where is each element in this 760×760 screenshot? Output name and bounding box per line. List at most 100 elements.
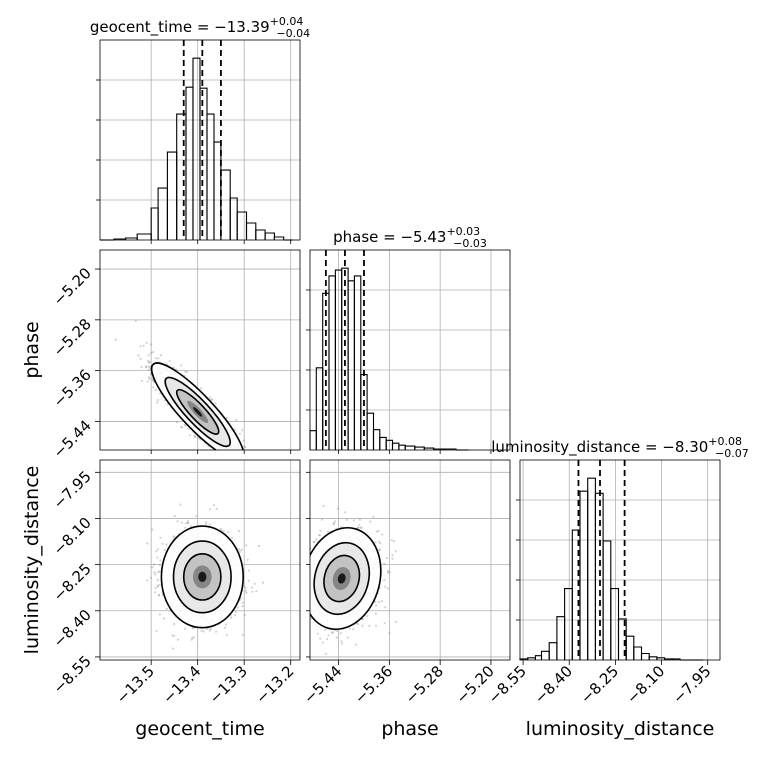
point-geocent_time-phase-360 — [236, 455, 238, 457]
point-phase-luminosity_distance-30 — [348, 627, 352, 630]
ytick-label-phase-1: −5.44 — [50, 417, 95, 462]
hist-bar-geocent_time-12 — [206, 113, 215, 240]
point-phase-luminosity_distance-565 — [330, 631, 333, 634]
xtick-label-geocent_time-3: −13.3 — [206, 662, 251, 707]
point-phase-luminosity_distance-1010 — [375, 604, 378, 607]
point-phase-luminosity_distance-48 — [374, 624, 378, 627]
point-geocent_time-phase-1256 — [180, 364, 183, 367]
point-geocent_time-luminosity_distance-1163 — [190, 525, 193, 528]
hist-luminosity_distance — [519, 477, 704, 661]
point-geocent_time-phase-1196 — [239, 465, 241, 467]
point-geocent_time-luminosity_distance-631 — [165, 543, 168, 546]
point-geocent_time-phase-388 — [154, 357, 158, 360]
hist-bar-phase-1 — [309, 430, 317, 450]
hist-bar-luminosity_distance-10 — [587, 477, 596, 660]
hist-bar-phase-17 — [414, 446, 425, 450]
title-minus-geocent_time: −0.04 — [276, 27, 310, 40]
point-phase-luminosity_distance-124 — [355, 643, 358, 646]
point-geocent_time-luminosity_distance-908 — [200, 629, 203, 632]
point-geocent_time-luminosity_distance-958 — [158, 613, 161, 616]
point-geocent_time-luminosity_distance-440 — [173, 622, 176, 626]
point-phase-luminosity_distance-1290 — [374, 612, 377, 615]
point-phase-luminosity_distance-243 — [322, 504, 325, 507]
point-phase-luminosity_distance-142 — [390, 539, 393, 542]
hist-bar-phase-12 — [379, 436, 387, 450]
point-phase-luminosity_distance-926 — [388, 571, 391, 574]
point-geocent_time-phase-158 — [114, 338, 117, 341]
grid-layer — [100, 40, 720, 660]
point-geocent_time-phase-295 — [215, 451, 217, 453]
point-geocent_time-phase-332 — [157, 357, 160, 360]
point-geocent_time-luminosity_distance-581 — [209, 627, 213, 631]
point-geocent_time-luminosity_distance-1090 — [225, 633, 228, 636]
point-geocent_time-phase-963 — [146, 380, 149, 383]
point-geocent_time-luminosity_distance-709 — [151, 566, 154, 569]
point-geocent_time-phase-794 — [154, 388, 157, 392]
point-geocent_time-phase-303 — [260, 480, 262, 482]
point-phase-luminosity_distance-263 — [331, 631, 334, 634]
panel-geocent_time-luminosity_distance — [146, 503, 265, 660]
hist-bar-luminosity_distance-13 — [610, 588, 620, 660]
point-geocent_time-luminosity_distance-1206 — [183, 627, 187, 630]
point-geocent_time-phase-65 — [168, 360, 171, 363]
point-phase-luminosity_distance-1361 — [357, 526, 360, 529]
point-phase-luminosity_distance-648 — [368, 624, 371, 628]
point-phase-luminosity_distance-426 — [318, 534, 321, 537]
point-geocent_time-phase-1350 — [139, 345, 142, 348]
point-phase-luminosity_distance-483 — [302, 595, 304, 597]
point-phase-luminosity_distance-449 — [307, 582, 309, 584]
point-geocent_time-luminosity_distance-205 — [245, 544, 248, 547]
point-geocent_time-luminosity_distance-1193 — [158, 563, 161, 567]
point-geocent_time-luminosity_distance-546 — [187, 521, 190, 524]
point-geocent_time-phase-1134 — [247, 465, 249, 467]
point-geocent_time-phase-351 — [259, 473, 261, 475]
point-geocent_time-phase-1156 — [183, 423, 186, 426]
point-geocent_time-phase-316 — [222, 452, 224, 454]
point-phase-luminosity_distance-1141 — [391, 557, 394, 560]
point-geocent_time-luminosity_distance-770 — [204, 522, 208, 525]
point-phase-luminosity_distance-448 — [366, 614, 369, 618]
point-geocent_time-luminosity_distance-730 — [215, 507, 218, 510]
xtick-label-phase-3: −5.28 — [402, 662, 447, 707]
point-geocent_time-phase-476 — [233, 450, 235, 452]
point-phase-luminosity_distance-999 — [394, 620, 397, 624]
point-geocent_time-luminosity_distance-1400 — [214, 630, 218, 633]
point-geocent_time-phase-979 — [236, 465, 238, 467]
hist-bar-phase-11 — [372, 429, 381, 450]
point-geocent_time-luminosity_distance-562 — [156, 556, 159, 559]
point-geocent_time-phase-790 — [180, 425, 183, 428]
point-geocent_time-luminosity_distance-625 — [253, 582, 256, 585]
point-geocent_time-luminosity_distance-538 — [202, 630, 205, 633]
ytick-label-luminosity_distance-1: −8.55 — [50, 652, 95, 697]
point-geocent_time-phase-640 — [238, 455, 240, 457]
point-phase-luminosity_distance-791 — [303, 594, 305, 596]
point-phase-luminosity_distance-891 — [293, 577, 295, 579]
point-geocent_time-luminosity_distance-1108 — [157, 594, 160, 597]
point-geocent_time-phase-924 — [147, 354, 150, 357]
point-geocent_time-phase-1054 — [236, 464, 238, 466]
point-geocent_time-phase-940 — [243, 455, 245, 457]
hist-bar-luminosity_distance-16 — [633, 646, 643, 660]
point-phase-luminosity_distance-1371 — [384, 606, 387, 609]
point-geocent_time-luminosity_distance-970 — [247, 579, 250, 582]
point-geocent_time-phase-151 — [241, 429, 244, 432]
point-geocent_time-phase-429 — [184, 370, 187, 373]
point-geocent_time-phase-599 — [185, 370, 188, 374]
hist-bar-phase-4 — [328, 275, 336, 450]
point-geocent_time-luminosity_distance-1352 — [244, 589, 247, 593]
point-geocent_time-luminosity_distance-385 — [179, 503, 182, 506]
point-geocent_time-phase-66 — [147, 368, 150, 371]
point-phase-luminosity_distance-1190 — [378, 540, 381, 543]
point-geocent_time-luminosity_distance-1204 — [255, 590, 258, 593]
point-geocent_time-luminosity_distance-174 — [154, 573, 157, 576]
point-geocent_time-phase-428 — [244, 446, 247, 449]
point-phase-luminosity_distance-299 — [341, 642, 344, 645]
point-phase-luminosity_distance-944 — [305, 575, 307, 577]
point-geocent_time-phase-454 — [159, 392, 162, 395]
point-geocent_time-phase-1242 — [247, 457, 249, 459]
diag-frame-geocent_time — [99, 39, 301, 241]
point-phase-luminosity_distance-850 — [313, 540, 316, 544]
point-geocent_time-phase-1 — [231, 451, 233, 453]
point-phase-luminosity_distance-709 — [324, 628, 327, 631]
point-geocent_time-luminosity_distance-1329 — [241, 601, 244, 604]
